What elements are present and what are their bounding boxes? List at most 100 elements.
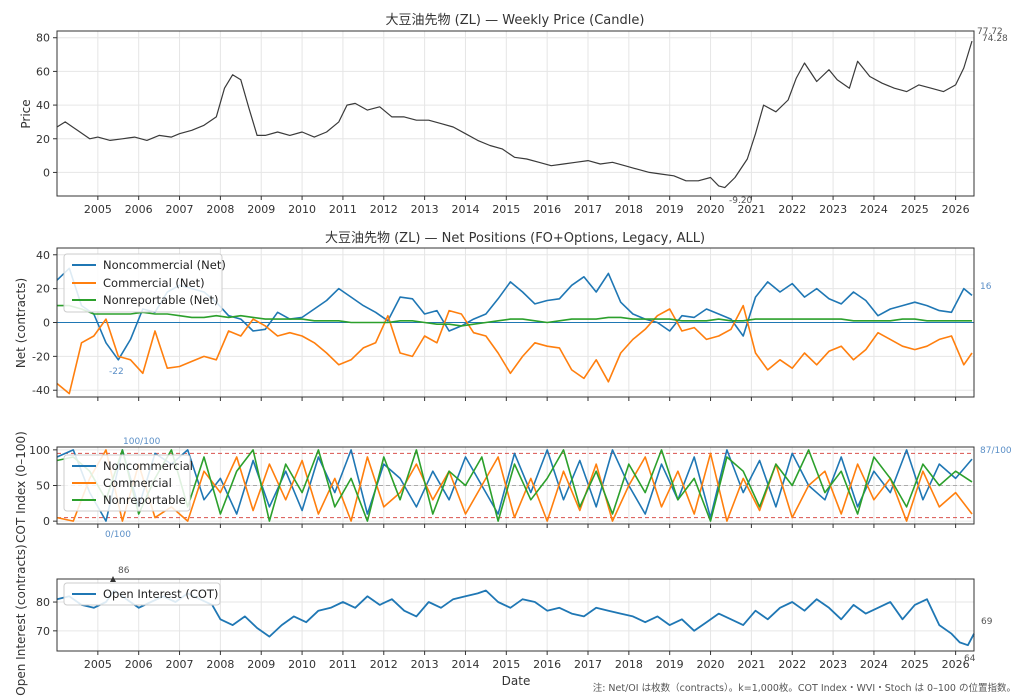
x-tick-label-2023: 2023	[819, 658, 847, 671]
oi-annotation-max: 86	[118, 566, 130, 576]
cot-y-axis-label: COT Index (0–100)	[14, 431, 28, 543]
x-tick-label-2008: 2008	[206, 658, 234, 671]
y-tick-label-20: 20	[36, 283, 50, 296]
price-grid	[57, 31, 974, 196]
x-tick-label-2006: 2006	[125, 658, 153, 671]
y-tick-label--40: -40	[32, 384, 50, 397]
oi-annotation-last: 69	[981, 617, 993, 627]
y-tick-label-100: 100	[29, 444, 50, 457]
cot-marks	[56, 449, 974, 522]
x-tick-label-2025: 2025	[901, 203, 929, 216]
y-tick-label-0: 0	[43, 317, 50, 330]
cot-legend-commercial: Commercial	[103, 476, 172, 490]
x-tick-label-2009: 2009	[247, 203, 275, 216]
x-tick-label-2016: 2016	[533, 658, 561, 671]
y-tick-label-20: 20	[36, 133, 50, 146]
price-series-line	[56, 40, 973, 189]
x-tick-label-2017: 2017	[574, 658, 602, 671]
price-plot-frame	[56, 30, 975, 197]
cot-legend-nonreportable: Nonreportable	[103, 493, 186, 507]
x-tick-label-2023: 2023	[819, 203, 847, 216]
oi-legend-label: Open Interest (COT)	[103, 587, 218, 601]
x-tick-label-2014: 2014	[451, 658, 479, 671]
net-annotation-min: -22	[109, 367, 124, 377]
open-interest-panel: Open Interest (contracts) 2005 2006 2007 20…	[14, 544, 993, 695]
x-tick-label-2008: 2008	[206, 203, 234, 216]
price-ticks: 2005 2006 2007 2008 2009 2010 2011 2012 2013 2014…	[36, 32, 970, 216]
price-panel: 大豆油先物 (ZL) — Weekly Price (Candle) Price…	[19, 13, 1008, 216]
net-legend-commercial: Commercial (Net)	[103, 276, 205, 290]
oi-ticks: 2005 2006 2007 2008 2009 2010 2011 2012 2013 2014…	[36, 596, 970, 671]
x-tick-label-2026: 2026	[942, 658, 970, 671]
y-tick-label-80: 80	[36, 32, 50, 45]
price-marks	[56, 40, 973, 189]
x-tick-label-2014: 2014	[451, 203, 479, 216]
x-tick-label-2017: 2017	[574, 203, 602, 216]
cot-ticks: 0 50 100	[29, 444, 957, 528]
y-tick-label-40: 40	[36, 249, 50, 262]
price-chart-title: 大豆油先物 (ZL) — Weekly Price (Candle)	[386, 13, 645, 28]
y-tick-label-0: 0	[43, 166, 50, 179]
cot-annotation-max: 100/100	[123, 437, 161, 447]
x-tick-label-2019: 2019	[656, 658, 684, 671]
cot-annotation-last: 87/100	[980, 446, 1012, 456]
x-tick-label-2018: 2018	[615, 658, 643, 671]
x-tick-label-2010: 2010	[288, 203, 316, 216]
oi-annotation-min: 64	[964, 654, 976, 664]
cot-legend-noncommercial: Noncommercial	[103, 459, 193, 473]
x-tick-label-2010: 2010	[288, 658, 316, 671]
cot-annotation-min: 0/100	[105, 530, 131, 540]
net-y-axis-label: Net (contracts)	[14, 278, 28, 368]
net-positions-panel: 大豆油先物 (ZL) — Net Positions (FO+Options, …	[14, 231, 992, 401]
y-tick-label-0: 0	[43, 515, 50, 528]
oi-legend-box	[63, 582, 221, 606]
x-tick-label-2005: 2005	[84, 203, 112, 216]
x-tick-label-2022: 2022	[778, 658, 806, 671]
price-annotation-low: -9.20	[729, 196, 753, 206]
x-tick-label-2021: 2021	[737, 203, 765, 216]
cot-legend: Noncommercial Commercial Nonreportable	[63, 454, 193, 512]
x-tick-label-2007: 2007	[166, 203, 194, 216]
x-tick-label-2018: 2018	[615, 203, 643, 216]
net-chart-title: 大豆油先物 (ZL) — Net Positions (FO+Options, …	[325, 231, 705, 246]
net-legend-box	[63, 253, 223, 313]
x-tick-label-2015: 2015	[492, 203, 520, 216]
footnote: 注: Net/OI は枚数（contracts）。k=1,000枚。COT In…	[593, 682, 1016, 694]
x-tick-label-2025: 2025	[901, 658, 929, 671]
oi-y-axis-label: Open Interest (contracts)	[14, 544, 28, 695]
cot-legend-box	[63, 454, 191, 512]
x-tick-label-2020: 2020	[697, 658, 725, 671]
x-tick-label-2016: 2016	[533, 203, 561, 216]
y-tick-label-60: 60	[36, 65, 50, 78]
x-tick-label-2026: 2026	[942, 203, 970, 216]
net-legend-nonreportable: Nonreportable (Net)	[103, 293, 218, 307]
y-tick-label-50: 50	[36, 480, 50, 493]
x-tick-label-2011: 2011	[329, 658, 357, 671]
price-y-axis-label: Price	[19, 99, 33, 128]
x-tick-label-2005: 2005	[84, 658, 112, 671]
x-tick-label-2019: 2019	[656, 203, 684, 216]
cot-series-line-0	[56, 449, 973, 522]
net-legend: Noncommercial (Net) Commercial (Net) Non…	[63, 253, 226, 313]
net-marks	[56, 267, 974, 395]
x-tick-label-2015: 2015	[492, 658, 520, 671]
x-tick-label-2007: 2007	[166, 658, 194, 671]
net-series-line-1	[56, 304, 973, 395]
x-tick-label-2020: 2020	[697, 203, 725, 216]
x-tick-label-2024: 2024	[860, 203, 888, 216]
net-series-line-2	[57, 304, 972, 327]
price-annotation-last: 74.28	[982, 34, 1008, 44]
net-legend-noncommercial: Noncommercial (Net)	[103, 258, 226, 272]
x-tick-label-2009: 2009	[247, 658, 275, 671]
oi-max-marker	[110, 576, 116, 582]
x-tick-label-2013: 2013	[411, 203, 439, 216]
x-tick-label-2012: 2012	[370, 658, 398, 671]
cot-series-line-2	[56, 449, 973, 522]
x-tick-label-2022: 2022	[778, 203, 806, 216]
oi-plot-frame	[56, 578, 975, 652]
x-tick-label-2011: 2011	[329, 203, 357, 216]
x-tick-label-2013: 2013	[411, 658, 439, 671]
y-tick-label-70: 70	[36, 625, 50, 638]
oi-legend: Open Interest (COT)	[63, 582, 221, 606]
